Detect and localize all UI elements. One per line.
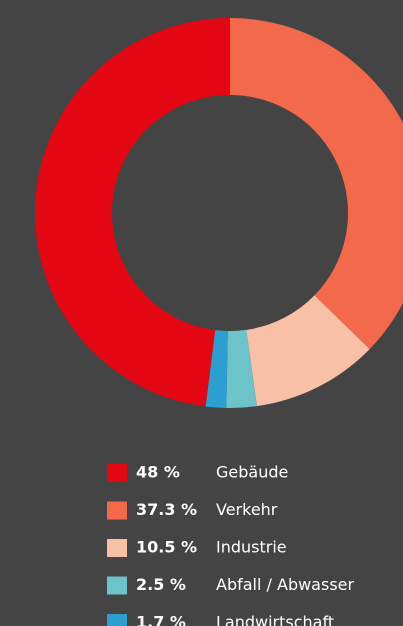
legend-swatch <box>107 464 127 482</box>
legend-label: Landwirtschaft <box>216 613 334 626</box>
legend-value: 2.5 % <box>136 575 186 594</box>
donut-segment <box>246 295 370 407</box>
donut-segment <box>230 18 403 350</box>
donut-segment <box>34 18 230 407</box>
legend-value: 10.5 % <box>136 538 197 557</box>
legend-swatch <box>107 576 127 595</box>
legend-label: Verkehr <box>216 500 278 519</box>
legend-value: 48 % <box>136 463 180 482</box>
donut-segment <box>205 330 228 408</box>
legend-label: Abfall / Abwasser <box>216 575 355 594</box>
donut-segment <box>226 329 257 409</box>
legend-value: 1.7 % <box>136 613 186 626</box>
legend-swatch <box>107 501 127 520</box>
legend-value: 37.3 % <box>136 500 197 519</box>
legend-swatch <box>107 614 127 626</box>
legend-label: Gebäude <box>216 463 288 482</box>
legend-label: Industrie <box>216 538 287 557</box>
legend-swatch <box>107 539 127 557</box>
